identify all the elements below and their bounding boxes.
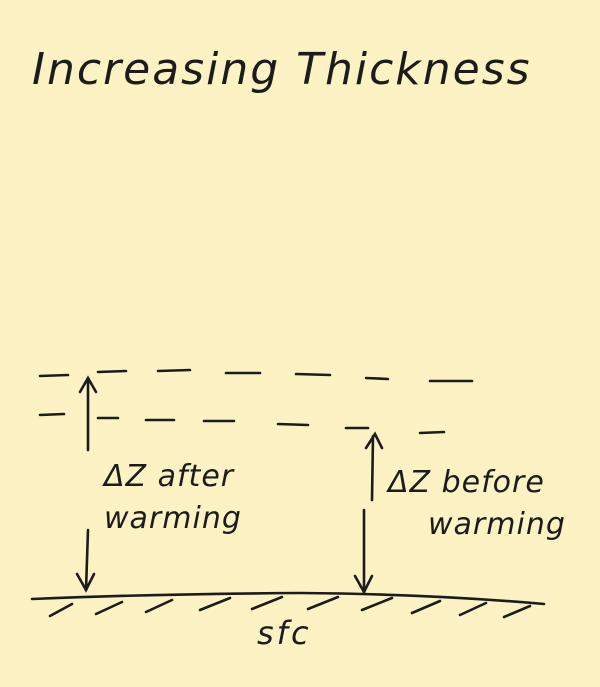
after-warming-arrow	[75, 375, 98, 593]
upper-dashed-level	[38, 368, 474, 383]
after-warming-label-line1: ΔZ after	[104, 459, 235, 494]
diagram-title: Increasing Thickness	[32, 44, 532, 95]
surface-hatching	[48, 595, 532, 619]
before-warming-arrow	[353, 431, 384, 595]
surface-label: sfc	[257, 614, 312, 652]
before-warming-label: ΔZ before warming	[388, 462, 566, 546]
after-warming-label-line2: warming	[104, 501, 242, 536]
lower-dashed-level	[38, 412, 446, 435]
surface-line	[30, 591, 546, 606]
before-warming-label-line1: ΔZ before	[388, 465, 545, 500]
after-warming-label: ΔZ after warming	[104, 456, 242, 540]
before-warming-label-line2: warming	[428, 507, 566, 542]
